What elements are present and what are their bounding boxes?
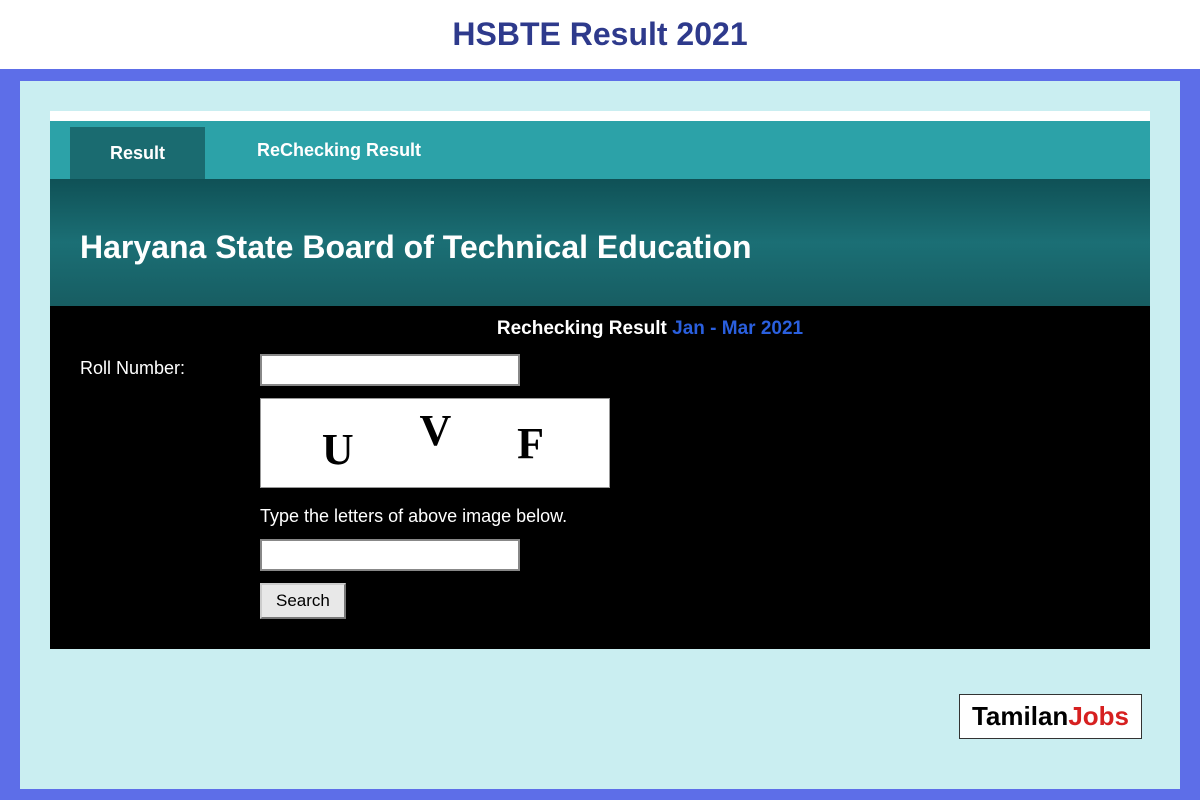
tab-bar: Result ReChecking Result bbox=[50, 121, 1150, 179]
search-button[interactable]: Search bbox=[260, 583, 346, 619]
page-title: HSBTE Result 2021 bbox=[0, 0, 1200, 69]
result-period: Jan - Mar 2021 bbox=[672, 318, 803, 339]
divider-strip bbox=[50, 111, 1150, 121]
result-label-text: Rechecking Result bbox=[497, 318, 667, 339]
content-frame: Result ReChecking Result Haryana State B… bbox=[20, 81, 1180, 789]
roll-number-label: Roll Number: bbox=[80, 354, 230, 379]
captcha-image: U V F bbox=[260, 398, 610, 488]
form-column: U V F Type the letters of above image be… bbox=[260, 354, 610, 619]
watermark-part2: Jobs bbox=[1068, 701, 1129, 731]
captcha-char: U bbox=[322, 424, 358, 475]
captcha-input[interactable] bbox=[260, 539, 520, 571]
captcha-instruction: Type the letters of above image below. bbox=[260, 506, 610, 527]
watermark-part1: Tamilan bbox=[972, 701, 1068, 731]
watermark-logo: TamilanJobs bbox=[959, 694, 1142, 739]
roll-number-input[interactable] bbox=[260, 354, 520, 386]
result-heading: Rechecking Result Jan - Mar 2021 bbox=[180, 318, 1120, 340]
captcha-char: V bbox=[420, 405, 456, 456]
tab-result[interactable]: Result bbox=[70, 127, 205, 179]
form-row: Roll Number: U V F Type the letters of a… bbox=[80, 354, 1120, 619]
tab-rechecking-result[interactable]: ReChecking Result bbox=[217, 121, 461, 179]
banner: Haryana State Board of Technical Educati… bbox=[50, 179, 1150, 306]
banner-title: Haryana State Board of Technical Educati… bbox=[80, 229, 1120, 266]
form-area: Rechecking Result Jan - Mar 2021 Roll Nu… bbox=[50, 306, 1150, 649]
captcha-char: F bbox=[517, 418, 548, 469]
